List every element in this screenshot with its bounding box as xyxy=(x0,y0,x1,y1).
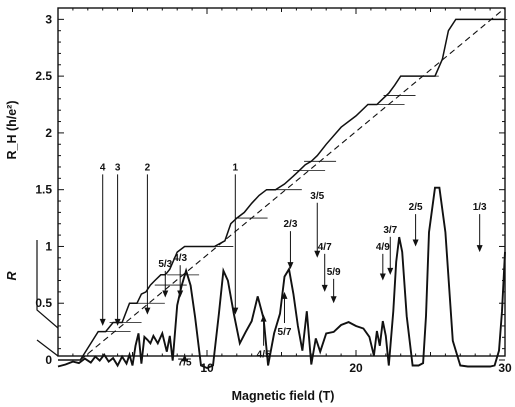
annotation-arrowhead xyxy=(476,245,483,253)
y-tick-label: 3 xyxy=(45,12,52,26)
annotation-arrowhead xyxy=(412,239,419,247)
annotation-label: 1/3 xyxy=(473,202,487,213)
annotation-label: 2/3 xyxy=(283,219,297,230)
annotation-label: 4/3 xyxy=(173,253,187,264)
annotation-label: 4/7 xyxy=(318,242,332,253)
annotation-label: 3/5 xyxy=(310,191,324,202)
annotation-label: 2 xyxy=(145,162,151,173)
annotation-arrowhead xyxy=(387,267,394,275)
x-tick-label: 30 xyxy=(498,361,512,375)
annotation-label: 1 xyxy=(233,162,239,173)
annotation-arrowhead xyxy=(330,296,337,304)
annotation-arrowhead xyxy=(232,307,239,315)
r-axis-bracket-lower xyxy=(36,339,59,357)
annotation-arrowhead xyxy=(287,262,294,270)
annotation-label: 4 xyxy=(100,162,106,173)
plot-area xyxy=(57,7,508,370)
y-tick-label: 2 xyxy=(45,126,52,140)
annotation-label: 2/5 xyxy=(409,202,423,213)
annotation-label: 3/7 xyxy=(383,225,397,236)
y-tick-label: 1 xyxy=(45,239,52,253)
annotation-arrowhead xyxy=(281,291,288,299)
annotation-label: 3 xyxy=(115,162,121,173)
longitudinal-resistance-line xyxy=(57,186,506,370)
annotation-arrowhead xyxy=(181,354,188,362)
annotation-label: 4/9 xyxy=(376,242,390,253)
y-tick-label: 0.5 xyxy=(35,296,52,310)
annotations: 4 3 2 1 5/34/3 7/5 2/3 4/5 5/7 3/5 4/7 5/9 4/9 3/7 2/5… xyxy=(99,162,487,369)
annotation-arrowhead xyxy=(177,290,184,298)
classical-hall-line xyxy=(79,7,506,361)
r-axis-title: R xyxy=(5,271,19,280)
annotation-label: 7/5 xyxy=(178,358,192,369)
annotation-label: 5/3 xyxy=(158,259,172,270)
y-tick-label: 0 xyxy=(45,353,52,367)
y-tick-label: 1.5 xyxy=(35,183,52,197)
y-axis-title: R_H (h/e²) xyxy=(5,100,19,159)
annotation-arrowhead xyxy=(162,290,169,298)
annotation-arrowhead xyxy=(114,318,121,326)
annotation-arrowhead xyxy=(144,307,151,315)
annotation-arrowhead xyxy=(314,250,321,258)
y-tick-label: 2.5 xyxy=(35,69,52,83)
annotation-arrowhead xyxy=(99,318,106,326)
annotation-arrowhead xyxy=(321,284,328,292)
annotation-label: 4/5 xyxy=(257,350,271,361)
x-tick-label: 20 xyxy=(349,361,363,375)
r-axis-bracket xyxy=(36,240,59,329)
annotation-arrowhead xyxy=(379,273,386,281)
annotation-label: 5/9 xyxy=(327,267,341,278)
annotation-label: 5/7 xyxy=(278,327,292,338)
annotation-arrowhead xyxy=(260,314,267,322)
x-axis-title: Magnetic field (T) xyxy=(232,389,335,403)
